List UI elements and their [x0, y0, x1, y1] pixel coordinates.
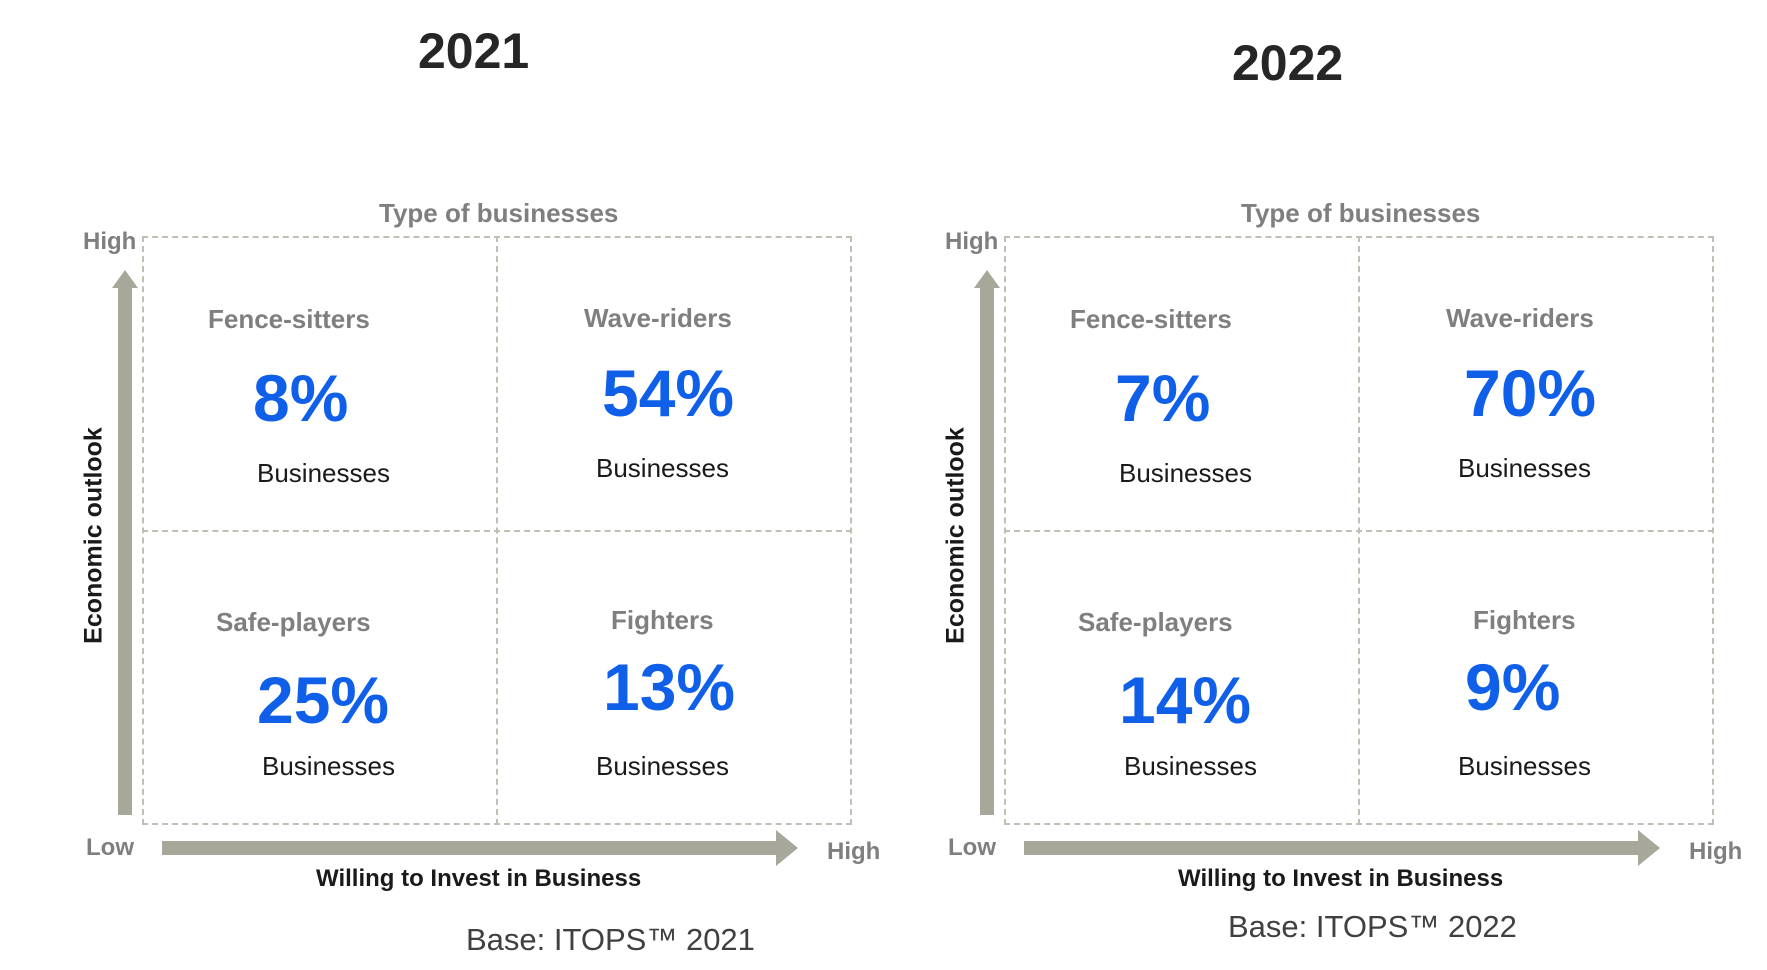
quadrant-wave-riders-sub: Businesses: [596, 453, 729, 483]
quadrant-wave-riders-name: Wave-riders: [1446, 303, 1594, 333]
matrix-panel-2021: 2021 Type of businesses High Low High Ec…: [0, 0, 881, 970]
year-title: 2021: [418, 23, 530, 79]
quadrant-fence-sitters-name: Fence-sitters: [208, 304, 370, 334]
x-axis-high-label: High: [827, 838, 881, 865]
quadrant-fence-sitters-value: 7%: [1115, 361, 1211, 435]
year-title: 2022: [1232, 35, 1344, 91]
quadrant-fence-sitters-sub: Businesses: [257, 458, 390, 488]
quadrant-safe-players-sub: Businesses: [1124, 751, 1257, 781]
quadrant-safe-players-value: 14%: [1119, 663, 1252, 737]
base-note: Base: ITOPS™ 2022: [1228, 909, 1517, 944]
quadrant-fighters-value: 13%: [603, 650, 736, 724]
quadrant-wave-riders-value: 70%: [1464, 356, 1597, 430]
matrix-panel-2022: 2022 Type of businesses High Low High Ec…: [862, 0, 1743, 970]
quadrant-safe-players-sub: Businesses: [262, 751, 395, 781]
quadrant-fence-sitters-sub: Businesses: [1119, 458, 1252, 488]
quadrant-fighters-sub: Businesses: [1458, 751, 1591, 781]
x-axis-arrow: [162, 830, 798, 866]
x-axis-label: Willing to Invest in Business: [316, 865, 642, 892]
y-axis-high-label: High: [83, 228, 137, 255]
quadrant-safe-players-value: 25%: [257, 663, 390, 737]
y-axis-label: Economic outlook: [941, 427, 970, 644]
quadrant-fighters-value: 9%: [1465, 650, 1561, 724]
quadrant-safe-players-name: Safe-players: [216, 607, 371, 637]
y-axis-high-label: High: [945, 228, 999, 255]
y-axis-arrow: [974, 270, 1000, 815]
x-axis-low-label: Low: [948, 834, 996, 861]
quadrant-wave-riders-value: 54%: [602, 356, 735, 430]
type-of-businesses-title: Type of businesses: [1241, 198, 1481, 228]
quadrant-fence-sitters-value: 8%: [253, 361, 349, 435]
x-axis-arrow: [1024, 830, 1660, 866]
x-axis-label: Willing to Invest in Business: [1178, 865, 1504, 892]
quadrant-fence-sitters-name: Fence-sitters: [1070, 304, 1232, 334]
quadrant-fighters-sub: Businesses: [596, 751, 729, 781]
quadrant-fighters-name: Fighters: [1473, 605, 1576, 635]
type-of-businesses-title: Type of businesses: [379, 198, 619, 228]
quadrant-wave-riders-name: Wave-riders: [584, 303, 732, 333]
x-axis-high-label: High: [1689, 838, 1743, 865]
x-axis-low-label: Low: [86, 834, 134, 861]
quadrant-fighters-name: Fighters: [611, 605, 714, 635]
quadrant-wave-riders-sub: Businesses: [1458, 453, 1591, 483]
grid-horizontal-divider: [142, 530, 852, 532]
quadrant-safe-players-name: Safe-players: [1078, 607, 1233, 637]
base-note: Base: ITOPS™ 2021: [466, 922, 755, 957]
y-axis-label: Economic outlook: [79, 427, 108, 644]
grid-horizontal-divider: [1004, 530, 1714, 532]
y-axis-arrow: [112, 270, 138, 815]
